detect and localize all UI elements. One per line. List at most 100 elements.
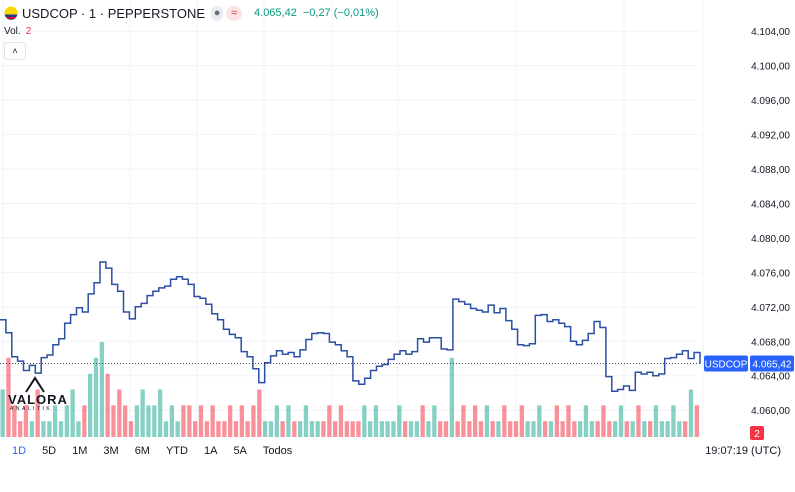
volume-bar <box>181 405 186 437</box>
collapse-legend-button[interactable]: ˄ <box>4 42 26 60</box>
volume-bar <box>216 421 221 437</box>
price-tick-label: 4.100,00 <box>751 62 790 73</box>
price-tick-label: 4.088,00 <box>751 165 790 176</box>
price-tick-label: 4.096,00 <box>751 96 790 107</box>
volume-bar <box>146 405 151 437</box>
volume-bar <box>105 373 110 437</box>
range-ytd[interactable]: YTD <box>165 445 188 457</box>
dot-menu-icon[interactable]: ● <box>211 5 224 21</box>
volume-bar <box>572 421 577 437</box>
volume-bar <box>12 405 17 437</box>
volume-bar <box>239 405 244 437</box>
volume-bar <box>461 405 466 437</box>
price-axis: 4.104,00 4.100,00 4.096,00 4.092,00 4.088,00… <box>751 27 790 417</box>
volume-badge <box>750 426 764 440</box>
volume-bar <box>683 421 688 437</box>
legend-price: 4.065,42 <box>254 7 297 19</box>
volume-bar <box>560 421 565 437</box>
volume-bar <box>537 405 542 437</box>
volume-bar <box>403 421 408 437</box>
volume-bar <box>134 405 139 437</box>
volume-bar <box>548 421 554 437</box>
volume-value: 2 <box>25 26 32 37</box>
volume-bar <box>408 421 414 437</box>
symbol-badge <box>704 355 748 372</box>
volume-bar <box>111 405 116 437</box>
price-tick-label: 4.084,00 <box>751 199 790 210</box>
volume-bar <box>47 421 52 437</box>
volume-bar <box>344 421 349 437</box>
range-3m[interactable]: 3M <box>103 445 119 457</box>
range-1m[interactable]: 1M <box>72 445 88 457</box>
volume-bar <box>642 421 647 437</box>
range-todos[interactable]: Todos <box>262 445 293 457</box>
watermark-subtitle: ANALITIK <box>10 406 53 412</box>
volume-bar <box>99 342 104 437</box>
volume-bar <box>18 421 23 437</box>
price-tick-label: 4.104,00 <box>751 27 790 38</box>
price-chart[interactable]: 4.104,00 4.100,00 4.096,00 4.092,00 4.088,00… <box>0 0 795 440</box>
volume-bar <box>117 389 122 437</box>
legend-change: −0,27 (−0,01%) <box>302 7 379 19</box>
volume-bar <box>245 421 250 437</box>
volume-bar <box>251 405 256 437</box>
range-6m[interactable]: 6M <box>134 445 150 457</box>
range-1d[interactable]: 1D <box>12 445 27 457</box>
volume-bar <box>397 405 402 437</box>
volume-bar <box>583 405 589 437</box>
volume-bar <box>665 421 670 437</box>
volume-bar <box>268 421 274 437</box>
range-5d[interactable]: 5D <box>42 445 57 457</box>
chevron-up-icon: ˄ <box>12 46 18 56</box>
volume-bar <box>140 389 145 437</box>
volume-bar <box>467 421 472 437</box>
volume-bar <box>303 405 309 437</box>
volume-bar <box>309 421 314 437</box>
volume-bar <box>513 421 519 437</box>
volume-bar <box>630 421 635 437</box>
range-bar: 1D 5D 1M 3M 6M YTD 1A 5A Todos 19:07:19 … <box>0 440 795 462</box>
volume-bar <box>473 405 478 437</box>
volume-bar <box>490 421 495 437</box>
volume-bar <box>333 421 338 437</box>
volume-bar <box>169 405 174 437</box>
price-tick-label: 4.064,00 <box>751 372 790 383</box>
volume-bar <box>93 357 99 437</box>
volume-bar <box>175 421 180 437</box>
price-badge <box>750 355 794 372</box>
volume-bar <box>0 389 5 437</box>
price-line <box>0 261 701 392</box>
volume-label: Vol. <box>4 26 21 37</box>
volume-bar <box>163 421 169 437</box>
volume-bar <box>6 357 11 437</box>
price-tick-label: 4.080,00 <box>751 234 790 245</box>
volume-bar <box>198 405 204 437</box>
legend-title[interactable]: USDCOP · 1 · PEPPERSTONE <box>22 5 206 21</box>
range-1a[interactable]: 1A <box>203 445 218 457</box>
volume-bar <box>496 421 501 437</box>
volume-bar <box>653 405 659 437</box>
volume-bar <box>443 421 449 437</box>
volume-bar <box>233 421 239 437</box>
volume-bar <box>88 373 93 437</box>
volume-bar <box>76 421 81 437</box>
price-tick-label: 4.076,00 <box>751 268 790 279</box>
volume-bar <box>601 405 606 437</box>
volume-bar <box>58 421 64 437</box>
range-5a[interactable]: 5A <box>233 445 247 457</box>
wave-icon[interactable]: ≈ <box>226 5 243 21</box>
flag-icon <box>4 6 18 20</box>
volume-bar <box>70 389 75 437</box>
volume-bar <box>263 421 268 437</box>
volume-bar <box>484 405 489 437</box>
volume-bar <box>531 421 536 437</box>
axis-badges: USDCOP 4.065,42 2 <box>704 355 794 440</box>
volume-bar <box>204 421 209 437</box>
volume-bar <box>158 389 163 437</box>
volume-bar <box>578 421 583 437</box>
volume-bar <box>368 421 373 437</box>
volume-bar <box>257 389 262 437</box>
volume-bar <box>280 421 285 437</box>
utc-clock: 19:07:19 (UTC) <box>705 445 781 457</box>
volume-bar <box>29 421 34 437</box>
